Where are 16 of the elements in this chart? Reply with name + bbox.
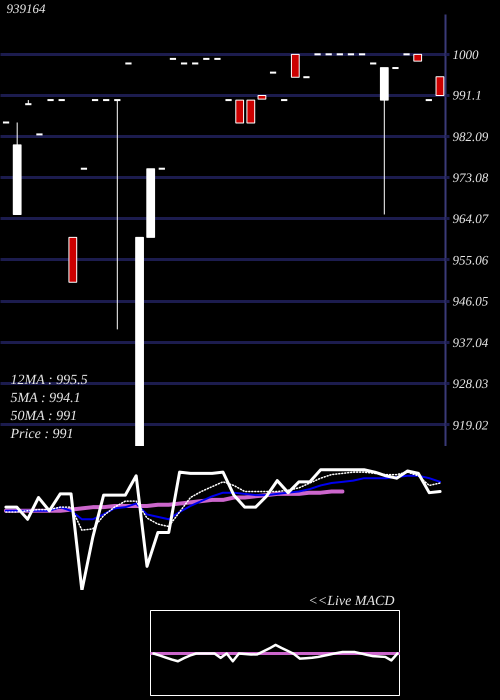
y-tick-label: 991.1 — [452, 88, 482, 103]
chart-title: 939164 — [6, 1, 46, 16]
y-tick-label: 973.08 — [452, 170, 489, 186]
chart-title: <<Live MACD — [308, 594, 395, 609]
y-tick-label: 982.09 — [452, 128, 489, 144]
y-tick-label: 964.07 — [452, 211, 489, 226]
annotation: Price : 991 — [10, 427, 74, 442]
y-tick-label: 1000 — [452, 46, 479, 62]
y-tick-label: 937.04 — [452, 334, 489, 350]
annotation: 5MA : 994.1 — [10, 391, 81, 406]
y-tick-label: 946.05 — [452, 294, 489, 309]
y-tick-label: 955.06 — [452, 252, 489, 268]
annotation: 12MA : 995.5 — [10, 373, 88, 388]
y-tick-label: 928.03 — [452, 376, 489, 392]
y-tick-label: 919.02 — [452, 417, 489, 432]
annotation: 50MA : 991 — [10, 409, 78, 424]
